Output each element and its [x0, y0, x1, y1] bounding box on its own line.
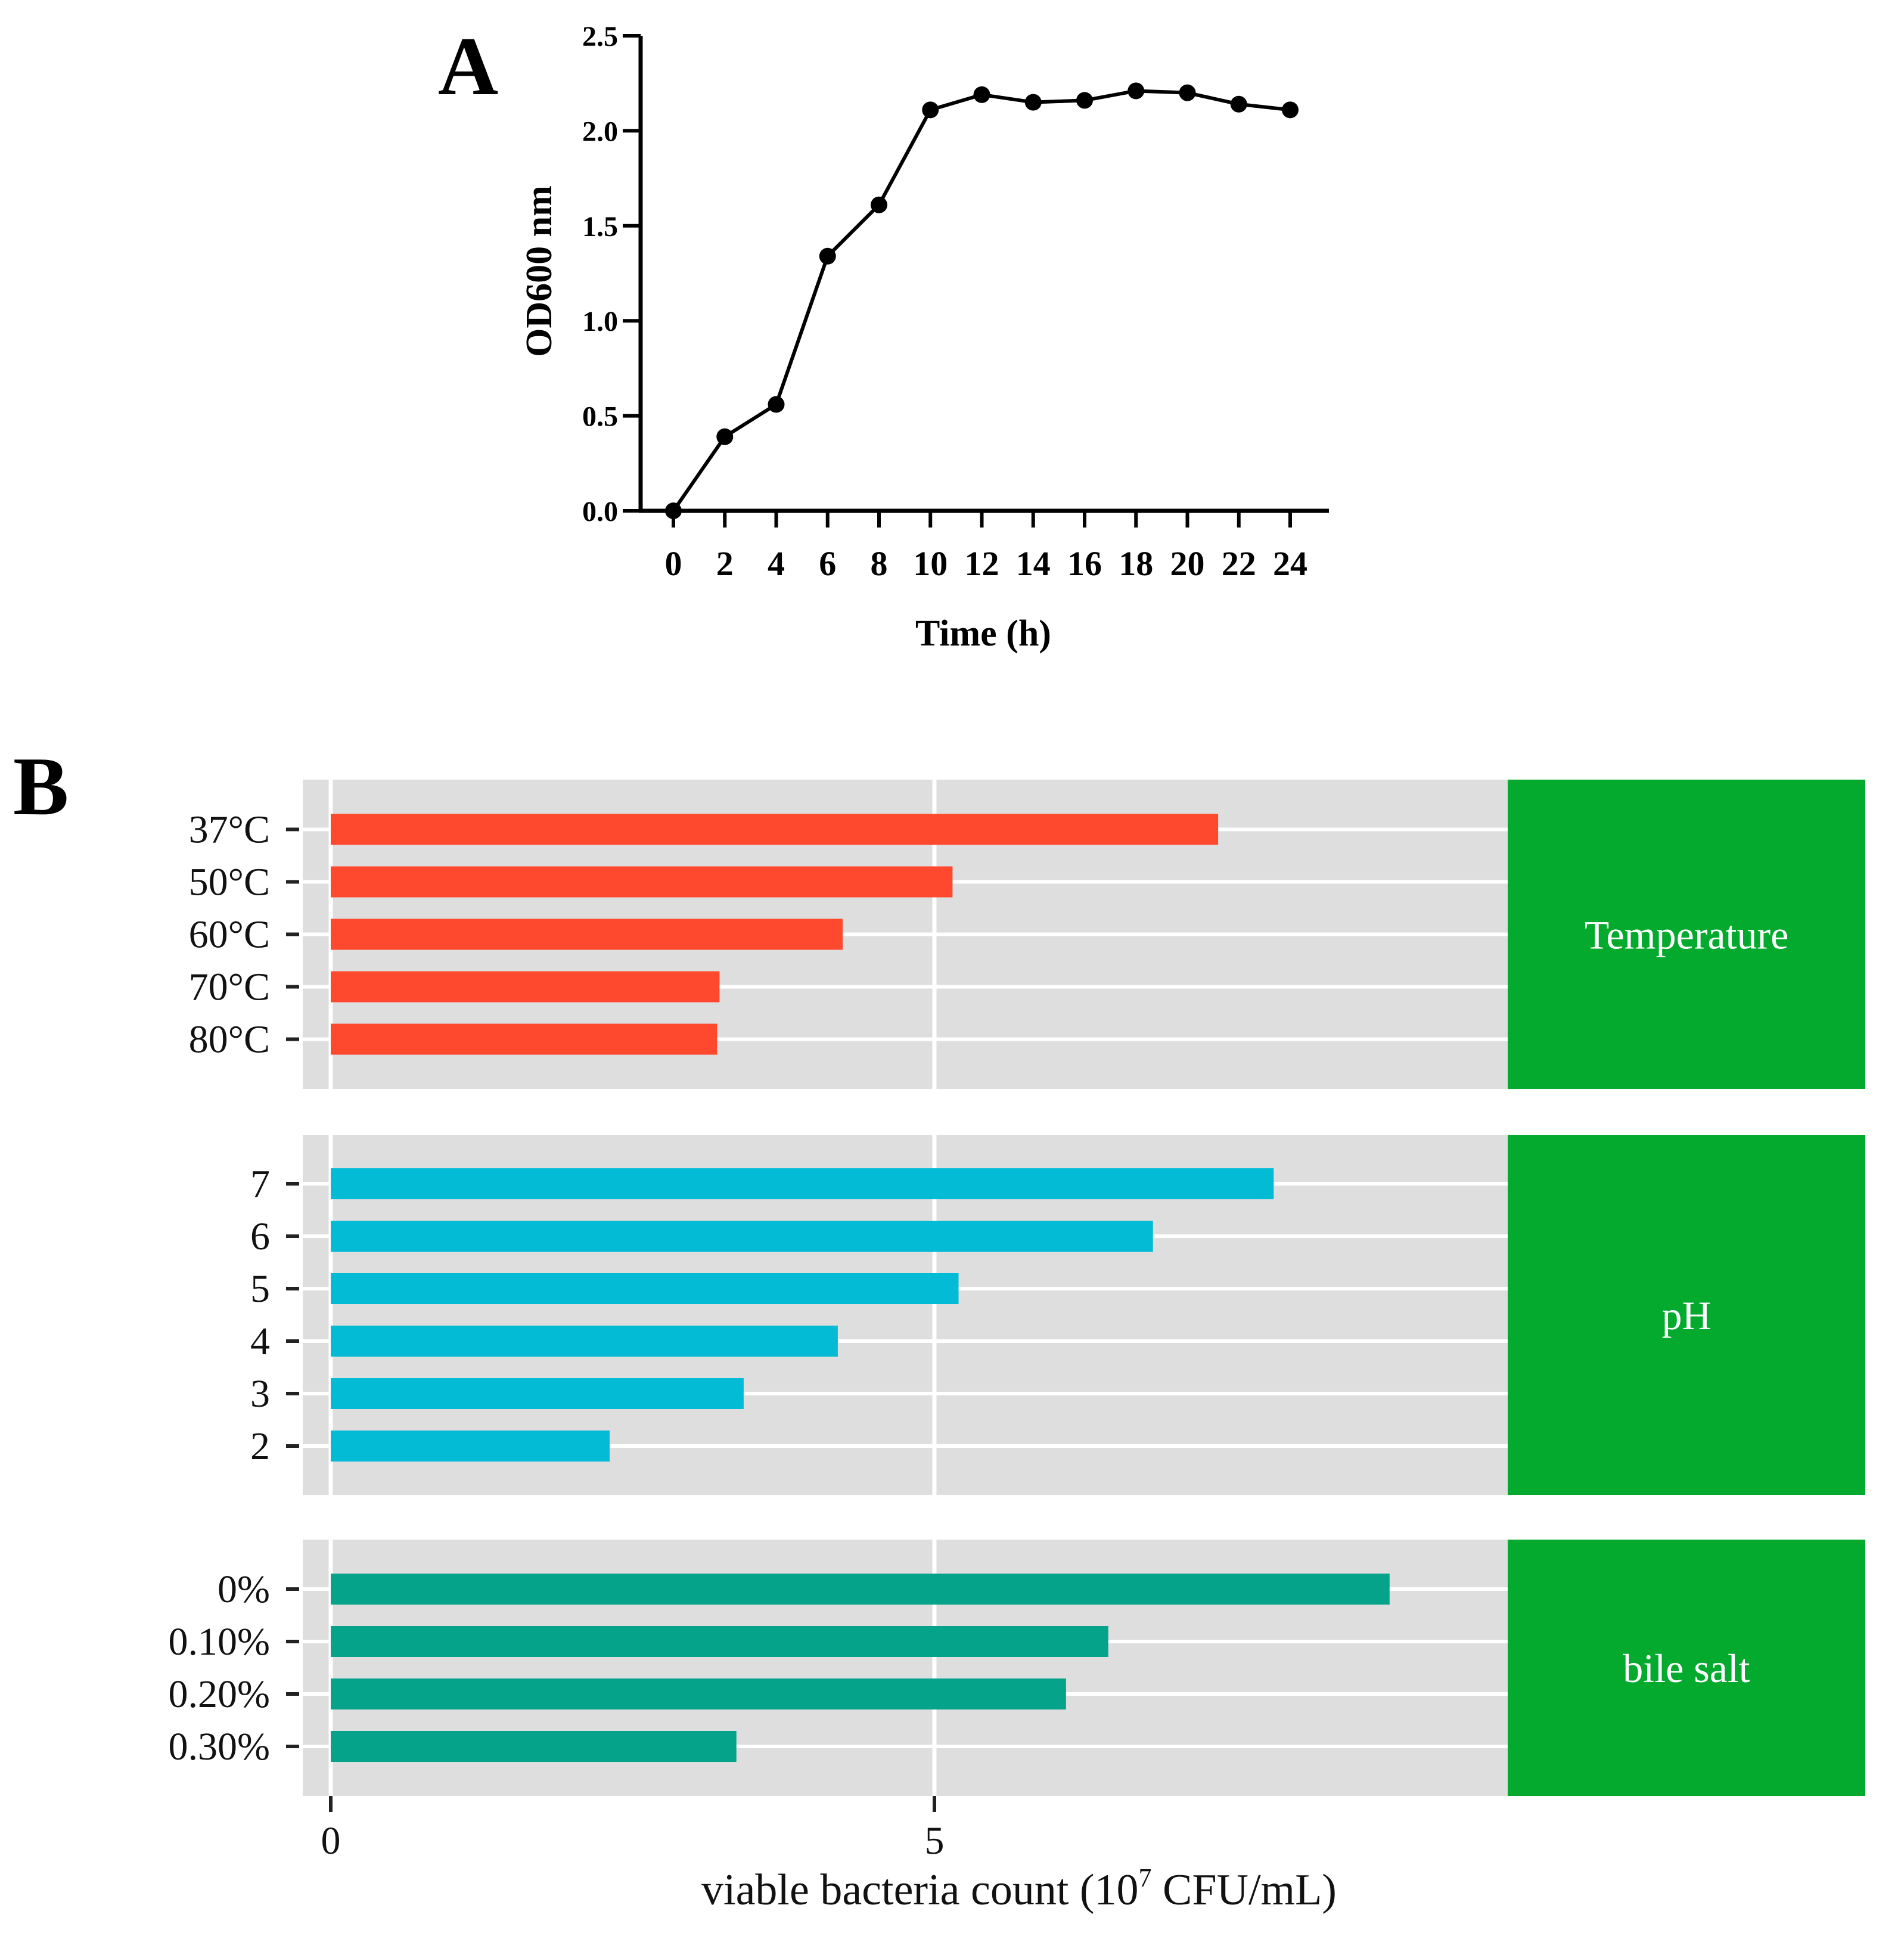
bar	[331, 1378, 744, 1409]
category-label: 0.20%	[169, 1673, 270, 1716]
x-tick-label: 8	[871, 544, 888, 583]
data-point	[1230, 95, 1247, 113]
x-tick-label: 6	[819, 544, 836, 583]
data-point	[871, 196, 887, 213]
panel-b-facets: 37°C 50°C 60°C 70°C 80°C Temperature 7 6 5 4 3 2 pH 0…	[169, 780, 1865, 1796]
category-label: 6	[250, 1215, 270, 1258]
data-point	[1076, 92, 1093, 109]
category-label: 5	[250, 1267, 270, 1311]
category-label: 0%	[218, 1568, 270, 1611]
bar	[331, 866, 953, 898]
bar	[331, 1678, 1066, 1709]
bar	[331, 1221, 1153, 1252]
x-tick-label: 0	[321, 1819, 341, 1863]
bar	[331, 919, 843, 950]
x-tick-label: 5	[925, 1819, 945, 1863]
x-label-prefix: viable bacteria count (10	[701, 1866, 1139, 1915]
bar	[331, 1168, 1274, 1199]
x-tick-label: 14	[1016, 544, 1051, 583]
panel-a-ticks: 0.00.51.01.52.02.50 2 4 6 8 10 12 14 16 18 20 22 24	[582, 21, 1307, 583]
panel-a-x-axis-label: Time (h)	[915, 613, 1051, 654]
data-point	[1282, 101, 1299, 119]
bar	[331, 1326, 838, 1357]
series-line	[672, 89, 1291, 512]
panel-b-label: B	[13, 740, 69, 833]
facet-ph: 7 6 5 4 3 2 pH	[250, 1135, 1865, 1495]
category-label: 4	[250, 1320, 270, 1363]
bar	[331, 1273, 959, 1304]
x-tick-label: 24	[1273, 544, 1307, 583]
data-point	[973, 86, 990, 103]
x-tick-label: 22	[1222, 544, 1256, 583]
x-tick-label: 16	[1067, 544, 1102, 583]
y-tick-label: 1.5	[582, 211, 618, 243]
data-point	[716, 428, 734, 445]
facet-strip-label: pH	[1661, 1293, 1711, 1338]
category-label: 0.10%	[169, 1620, 270, 1664]
panel-a-line-chart: A 0.00.51.01.52.02.50 2 4 6 8 10 12 14 16 18 20 22 2…	[438, 20, 1329, 654]
facet-bile-salt: 0% 0.10% 0.20% 0.30% bile salt	[169, 1540, 1865, 1796]
category-label: 3	[250, 1372, 270, 1416]
bar	[331, 1574, 1390, 1605]
data-point	[665, 502, 682, 519]
bar	[331, 971, 720, 1003]
facet-strip	[1508, 1135, 1865, 1495]
panel-a-series	[665, 82, 1299, 519]
panel-a-y-axis-label: OD600 nm	[519, 185, 560, 357]
bar	[331, 814, 1219, 845]
y-tick-label: 0.5	[582, 401, 618, 433]
category-label: 2	[250, 1425, 270, 1468]
x-tick-label: 10	[913, 544, 948, 583]
bar	[331, 1626, 1108, 1657]
category-label: 50°C	[189, 861, 270, 904]
x-label-suffix: CFU/mL)	[1152, 1866, 1337, 1915]
x-tick-label: 2	[716, 544, 734, 583]
bar	[331, 1431, 610, 1462]
data-point	[1179, 84, 1196, 101]
category-label: 7	[250, 1162, 270, 1206]
panel-b-x-axis-label: viable bacteria count (107 CFU/mL)	[701, 1863, 1337, 1915]
facet-strip-label: Temperature	[1585, 913, 1789, 958]
y-tick-label: 2.0	[582, 116, 618, 147]
bar	[331, 1731, 737, 1762]
category-label: 80°C	[189, 1018, 270, 1062]
y-tick-label: 2.5	[582, 21, 618, 52]
data-point	[819, 247, 836, 265]
category-label: 0.30%	[169, 1725, 270, 1768]
y-tick-label: 1.0	[582, 306, 618, 337]
facet-strip	[1508, 1540, 1865, 1796]
bar	[331, 1023, 718, 1055]
data-point	[1128, 82, 1145, 100]
x-tick-label: 0	[665, 544, 682, 583]
category-label: 70°C	[189, 966, 270, 1009]
data-point	[922, 101, 939, 119]
facet-temperature: 37°C 50°C 60°C 70°C 80°C Temperature	[189, 780, 1865, 1089]
panel-b-bar-chart: B 37°C 50°C 60°C 70°C 80°C Temperature 7 6 5 4 3 2 p…	[13, 740, 1865, 1915]
data-point	[1024, 94, 1042, 111]
panel-a-label: A	[438, 20, 498, 113]
panel-a-axes	[638, 36, 1329, 513]
x-tick-label: 12	[965, 544, 999, 583]
x-label-exponent: 7	[1139, 1863, 1152, 1892]
category-label: 37°C	[189, 808, 270, 852]
x-tick-label: 18	[1119, 544, 1153, 583]
facet-strip	[1508, 780, 1865, 1089]
category-label: 60°C	[189, 913, 270, 957]
facet-strip-label: bile salt	[1623, 1646, 1750, 1691]
y-tick-label: 0.0	[582, 496, 618, 528]
data-point	[768, 396, 785, 413]
x-tick-label: 4	[768, 544, 785, 583]
x-tick-label: 20	[1170, 544, 1205, 583]
